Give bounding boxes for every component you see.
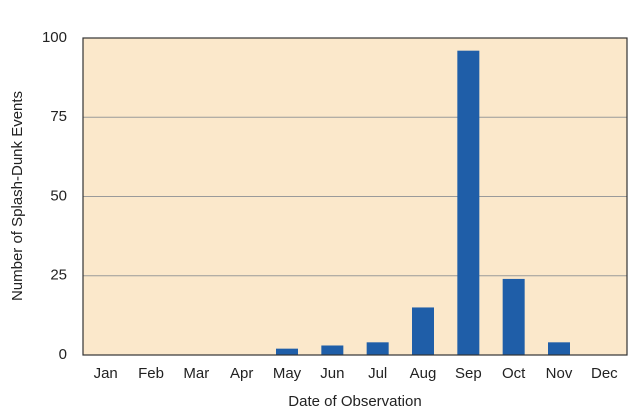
x-tick-label: Aug	[410, 365, 437, 382]
x-tick-label: May	[273, 365, 302, 382]
x-tick-label: Sep	[455, 365, 482, 382]
x-tick-label: Dec	[591, 365, 618, 382]
y-tick-label: 100	[42, 29, 67, 46]
x-tick-label: Feb	[138, 365, 164, 382]
y-tick-label: 50	[50, 187, 67, 204]
x-tick-label: Mar	[183, 365, 209, 382]
x-tick-label: Jan	[94, 365, 118, 382]
bar	[502, 278, 525, 355]
y-tick-label: 75	[50, 108, 67, 125]
x-axis-label: Date of Observation	[288, 393, 421, 410]
bar	[548, 342, 570, 355]
plot-border	[82, 37, 628, 356]
bar	[321, 345, 344, 355]
x-tick-label: Jul	[368, 365, 387, 382]
x-tick-label: Apr	[230, 365, 253, 382]
x-tick-label: Nov	[546, 365, 573, 382]
bar	[457, 50, 480, 356]
y-axis-label: Number of Splash-Dunk Events	[9, 91, 26, 301]
x-tick-label: Jun	[320, 365, 344, 382]
bar	[412, 307, 434, 355]
bar	[276, 348, 298, 355]
y-tick-label: 0	[59, 346, 67, 363]
y-tick-label: 25	[50, 267, 67, 284]
bar	[366, 342, 389, 355]
x-tick-label: Oct	[502, 365, 526, 382]
